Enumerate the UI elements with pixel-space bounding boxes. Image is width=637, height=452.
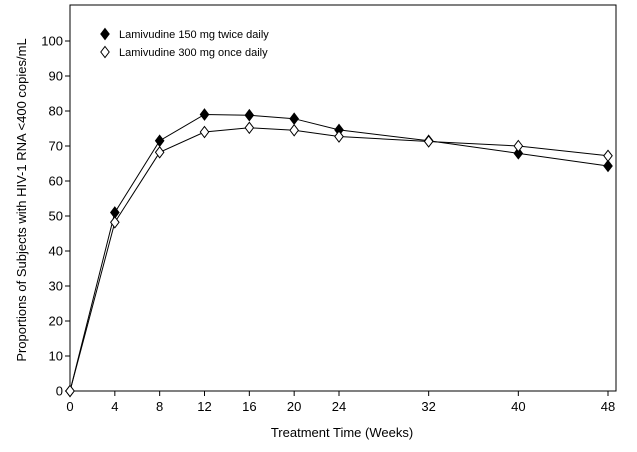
data-point-series-2	[199, 125, 210, 139]
y-axis-title: Proportions of Subjects with HIV-1 RNA <…	[14, 38, 29, 361]
data-point-series-2	[289, 123, 299, 137]
y-tick-label: 70	[49, 139, 63, 154]
data-point-series-2	[154, 145, 165, 159]
y-tick-label: 60	[49, 174, 63, 189]
data-point-series-1	[603, 159, 613, 173]
data-point-series-2	[423, 135, 434, 148]
y-tick-label: 90	[49, 69, 63, 84]
x-tick-label: 48	[601, 399, 615, 414]
data-point-series-2	[244, 121, 255, 135]
data-point-series-2	[110, 215, 120, 229]
x-tick-label: 40	[511, 399, 525, 414]
data-point-series-1	[513, 147, 524, 160]
y-tick-label: 100	[41, 34, 63, 49]
y-tick-label: 0	[56, 384, 63, 399]
legend-label-1: Lamivudine 150 mg twice daily	[119, 29, 269, 41]
x-tick-label: 20	[287, 399, 301, 414]
data-point-series-2	[603, 149, 613, 163]
x-tick-label: 12	[197, 399, 211, 414]
y-tick-label: 40	[49, 244, 63, 259]
legend-marker-2	[100, 45, 110, 59]
x-axis-title: Treatment Time (Weeks)	[271, 425, 413, 440]
series-line-2	[69, 127, 609, 392]
legend-label-2: Lamivudine 300 mg once daily	[119, 47, 268, 59]
data-point-series-2	[513, 139, 524, 153]
data-point-series-2	[65, 384, 75, 398]
data-point-series-1	[244, 108, 255, 122]
plot-frame	[69, 4, 617, 392]
series-layer	[65, 108, 613, 398]
y-tick-label: 80	[49, 104, 63, 119]
x-tick-label: 32	[421, 399, 435, 414]
y-tick-label: 20	[49, 314, 63, 329]
data-point-series-2	[334, 130, 344, 143]
y-axis: 0 10 20 30 40 50 60 70 80 90 100	[41, 34, 70, 399]
x-tick-label: 4	[111, 399, 118, 414]
y-tick-label: 30	[49, 279, 63, 294]
x-tick-label: 24	[332, 399, 346, 414]
legend: Lamivudine 150 mg twice daily Lamivudine …	[100, 27, 269, 59]
x-tick-label: 8	[156, 399, 163, 414]
y-tick-label: 10	[49, 349, 63, 364]
series-line-1	[69, 113, 609, 392]
y-tick-label: 50	[49, 209, 63, 224]
x-tick-label: 16	[242, 399, 256, 414]
legend-marker-1	[100, 27, 110, 41]
data-point-series-1	[289, 112, 299, 126]
x-tick-label: 0	[66, 399, 73, 414]
data-point-series-1	[199, 108, 210, 121]
x-axis: 0 4 8 12 16 20 24 32 40 48	[66, 391, 615, 414]
